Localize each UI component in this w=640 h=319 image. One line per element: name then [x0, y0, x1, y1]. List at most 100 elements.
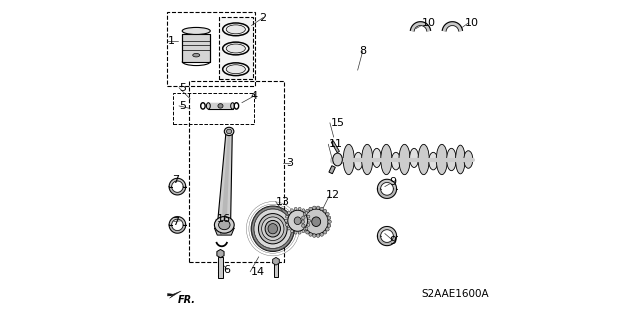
Ellipse shape: [312, 206, 316, 210]
Ellipse shape: [291, 230, 293, 233]
Polygon shape: [169, 217, 186, 225]
Ellipse shape: [214, 217, 234, 233]
Ellipse shape: [354, 152, 363, 170]
Polygon shape: [378, 226, 397, 236]
Ellipse shape: [312, 234, 316, 237]
Ellipse shape: [224, 127, 234, 136]
Text: S2AAE1600A: S2AAE1600A: [422, 289, 489, 299]
Ellipse shape: [302, 230, 305, 233]
Polygon shape: [410, 22, 431, 31]
Ellipse shape: [259, 214, 287, 244]
Ellipse shape: [306, 209, 309, 213]
Ellipse shape: [326, 212, 329, 216]
Ellipse shape: [265, 220, 280, 237]
Text: 4: 4: [251, 91, 258, 101]
Ellipse shape: [323, 209, 326, 213]
Ellipse shape: [294, 217, 301, 225]
Ellipse shape: [285, 223, 288, 226]
Ellipse shape: [294, 231, 297, 234]
Text: FR.: FR.: [178, 295, 196, 305]
Ellipse shape: [294, 207, 297, 210]
Ellipse shape: [226, 44, 245, 53]
Polygon shape: [169, 187, 186, 195]
Polygon shape: [214, 228, 234, 235]
Polygon shape: [329, 166, 335, 174]
Ellipse shape: [301, 224, 305, 227]
FancyBboxPatch shape: [274, 259, 278, 277]
Text: 2: 2: [259, 12, 266, 23]
Ellipse shape: [307, 223, 310, 226]
Text: 12: 12: [326, 190, 340, 200]
Ellipse shape: [230, 103, 234, 109]
Text: 10: 10: [465, 18, 479, 28]
Ellipse shape: [226, 65, 245, 74]
Ellipse shape: [312, 217, 321, 226]
Ellipse shape: [298, 231, 301, 234]
Ellipse shape: [456, 145, 465, 174]
Text: 7: 7: [172, 217, 179, 227]
Ellipse shape: [418, 144, 429, 175]
Ellipse shape: [410, 148, 419, 167]
Ellipse shape: [333, 153, 342, 166]
Ellipse shape: [218, 220, 230, 230]
Text: 14: 14: [251, 267, 265, 277]
Polygon shape: [218, 133, 232, 219]
Polygon shape: [169, 225, 186, 233]
Ellipse shape: [193, 54, 200, 57]
Ellipse shape: [218, 104, 223, 108]
Ellipse shape: [285, 215, 288, 218]
Text: 16: 16: [217, 214, 230, 224]
Ellipse shape: [291, 209, 293, 212]
Ellipse shape: [288, 210, 308, 231]
Polygon shape: [168, 291, 181, 298]
Text: 10: 10: [422, 18, 436, 28]
Text: 11: 11: [329, 139, 343, 149]
Ellipse shape: [372, 148, 381, 167]
Ellipse shape: [305, 227, 308, 230]
Polygon shape: [442, 22, 463, 31]
Ellipse shape: [392, 152, 401, 170]
Polygon shape: [331, 141, 339, 152]
Polygon shape: [221, 134, 230, 220]
Ellipse shape: [262, 217, 284, 241]
Ellipse shape: [343, 144, 355, 175]
Polygon shape: [209, 103, 232, 109]
Ellipse shape: [303, 227, 307, 231]
Ellipse shape: [327, 224, 331, 227]
Ellipse shape: [320, 207, 323, 211]
Ellipse shape: [226, 25, 245, 34]
Ellipse shape: [323, 231, 326, 234]
Ellipse shape: [207, 103, 211, 109]
Ellipse shape: [304, 209, 328, 234]
Ellipse shape: [307, 215, 310, 218]
Ellipse shape: [254, 209, 292, 249]
Text: 1: 1: [168, 36, 175, 47]
Polygon shape: [378, 236, 397, 246]
FancyBboxPatch shape: [218, 257, 223, 278]
Ellipse shape: [326, 227, 329, 231]
Text: 9: 9: [390, 177, 397, 187]
Text: 5: 5: [180, 83, 187, 93]
Polygon shape: [169, 178, 186, 187]
Ellipse shape: [399, 144, 410, 175]
Ellipse shape: [328, 220, 332, 223]
Ellipse shape: [362, 144, 372, 175]
Ellipse shape: [381, 144, 392, 175]
Ellipse shape: [309, 207, 312, 211]
Ellipse shape: [301, 216, 305, 219]
Ellipse shape: [285, 219, 287, 222]
Ellipse shape: [303, 212, 307, 216]
Ellipse shape: [320, 233, 323, 236]
Polygon shape: [378, 189, 397, 198]
Ellipse shape: [316, 206, 320, 210]
Ellipse shape: [305, 211, 308, 214]
Ellipse shape: [227, 129, 232, 134]
Ellipse shape: [429, 152, 438, 170]
Ellipse shape: [316, 234, 320, 237]
Text: 15: 15: [330, 118, 344, 128]
Ellipse shape: [327, 216, 331, 219]
Text: 13: 13: [276, 197, 291, 207]
Ellipse shape: [309, 233, 312, 236]
Ellipse shape: [182, 27, 211, 34]
Polygon shape: [378, 179, 397, 189]
